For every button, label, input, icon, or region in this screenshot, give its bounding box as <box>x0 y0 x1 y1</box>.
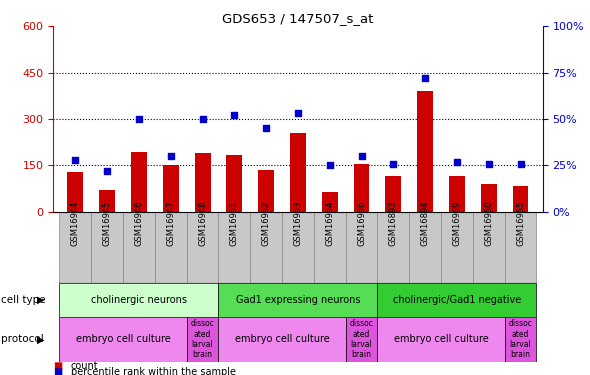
Point <box>421 75 430 81</box>
Text: GSM16893: GSM16893 <box>389 201 398 246</box>
Text: embryo cell culture: embryo cell culture <box>235 334 329 344</box>
Text: GSM16951: GSM16951 <box>230 201 239 246</box>
Bar <box>250 212 282 283</box>
Point <box>103 168 112 174</box>
Bar <box>99 190 115 212</box>
Bar <box>60 317 186 362</box>
Bar <box>91 212 123 283</box>
Text: GSM16954: GSM16954 <box>325 201 335 246</box>
Text: embryo cell culture: embryo cell culture <box>76 334 171 344</box>
Point <box>198 116 207 122</box>
Text: count: count <box>71 361 99 370</box>
Bar <box>322 192 337 212</box>
Bar <box>155 212 186 283</box>
Bar <box>504 212 536 283</box>
Bar <box>378 317 504 362</box>
Bar <box>473 212 504 283</box>
Text: cell type: cell type <box>1 295 46 305</box>
Text: GSM16949: GSM16949 <box>453 201 461 246</box>
Point <box>261 125 271 131</box>
Text: protocol: protocol <box>1 334 44 344</box>
Text: dissoc
ated
larval
brain: dissoc ated larval brain <box>191 319 215 360</box>
Text: GSM16948: GSM16948 <box>198 201 207 246</box>
Text: cholinergic neurons: cholinergic neurons <box>91 295 187 305</box>
Point <box>293 111 303 117</box>
Bar <box>346 212 378 283</box>
Text: percentile rank within the sample: percentile rank within the sample <box>71 368 236 375</box>
Bar <box>513 186 529 212</box>
Bar <box>131 152 147 212</box>
Bar <box>60 283 218 317</box>
Text: GSM16953: GSM16953 <box>293 201 303 246</box>
Point <box>452 159 461 165</box>
Text: GSM16894: GSM16894 <box>421 201 430 246</box>
Bar <box>60 212 91 283</box>
Bar <box>314 212 346 283</box>
Bar <box>186 212 218 283</box>
Bar <box>258 170 274 212</box>
Text: GSM16952: GSM16952 <box>261 201 271 246</box>
Bar <box>186 317 218 362</box>
Text: dissoc
ated
larval
brain: dissoc ated larval brain <box>509 319 533 360</box>
Bar <box>409 212 441 283</box>
Text: GSM16947: GSM16947 <box>166 201 175 246</box>
Point <box>484 160 493 166</box>
Text: GSM16950: GSM16950 <box>484 201 493 246</box>
Bar <box>123 212 155 283</box>
Text: GSM16946: GSM16946 <box>135 201 143 246</box>
Bar <box>385 176 401 212</box>
Bar <box>449 176 465 212</box>
Bar <box>218 283 378 317</box>
Bar <box>504 317 536 362</box>
Text: Gad1 expressing neurons: Gad1 expressing neurons <box>235 295 360 305</box>
Point <box>135 116 144 122</box>
Bar <box>218 317 346 362</box>
Point <box>166 153 175 159</box>
Bar <box>290 133 306 212</box>
Text: embryo cell culture: embryo cell culture <box>394 334 489 344</box>
Point <box>71 157 80 163</box>
Bar <box>282 212 314 283</box>
Text: ▶: ▶ <box>37 295 44 305</box>
Text: GSM16945: GSM16945 <box>103 201 112 246</box>
Text: dissoc
ated
larval
brain: dissoc ated larval brain <box>350 319 373 360</box>
Bar <box>353 164 369 212</box>
Text: ▶: ▶ <box>37 334 44 344</box>
Bar <box>218 212 250 283</box>
Bar <box>441 212 473 283</box>
Text: ■: ■ <box>53 368 63 375</box>
Bar <box>417 91 433 212</box>
Bar <box>378 212 409 283</box>
Point <box>325 162 335 168</box>
Bar <box>163 165 179 212</box>
Text: ■: ■ <box>53 361 63 370</box>
Bar <box>227 154 242 212</box>
Bar <box>346 317 378 362</box>
Bar <box>195 153 211 212</box>
Point <box>357 153 366 159</box>
Point <box>389 160 398 166</box>
Text: cholinergic/Gad1 negative: cholinergic/Gad1 negative <box>393 295 521 305</box>
Bar <box>67 172 83 212</box>
Bar <box>378 283 536 317</box>
Title: GDS653 / 147507_s_at: GDS653 / 147507_s_at <box>222 12 373 25</box>
Bar <box>481 184 497 212</box>
Text: GSM16955: GSM16955 <box>516 201 525 246</box>
Text: GSM16956: GSM16956 <box>357 201 366 246</box>
Text: GSM16944: GSM16944 <box>71 201 80 246</box>
Point <box>516 160 525 166</box>
Point <box>230 112 239 118</box>
